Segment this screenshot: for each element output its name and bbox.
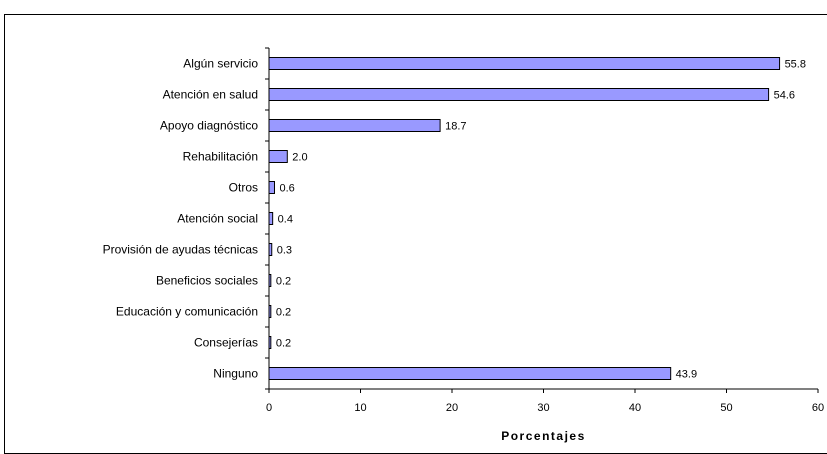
x-axis-title: Porcentajes — [501, 429, 586, 443]
data-label: 54.6 — [774, 90, 795, 102]
data-label: 0.6 — [279, 183, 294, 195]
bars — [268, 57, 781, 380]
category-label: Consejerías — [194, 336, 258, 350]
data-label: 0.2 — [276, 338, 291, 350]
bar — [268, 367, 672, 380]
data-label: 2.0 — [292, 152, 307, 164]
category-label: Algún servicio — [183, 57, 258, 71]
x-axis-ticks: 0 10 20 30 40 50 60 — [266, 389, 824, 414]
x-tick-label: 60 — [812, 402, 824, 414]
category-label: Apoyo diagnóstico — [160, 119, 258, 133]
bar — [268, 88, 770, 101]
x-tick-label: 10 — [354, 402, 366, 414]
data-label: 18.7 — [445, 121, 466, 133]
category-label: Beneficios sociales — [156, 274, 258, 288]
category-label: Atención en salud — [163, 88, 258, 102]
data-label: 0.3 — [277, 245, 292, 257]
bar-chart: Algún servicio Atención en salud Apoyo dia… — [103, 47, 824, 443]
y-axis-ticks — [265, 47, 269, 390]
chart-frame — [4, 14, 827, 454]
bar — [268, 150, 288, 163]
x-tick-label: 0 — [266, 402, 272, 414]
data-label: 0.4 — [278, 214, 293, 226]
category-label: Otros — [229, 181, 258, 195]
data-label: 0.2 — [276, 276, 291, 288]
x-tick-label: 20 — [446, 402, 458, 414]
category-label: Ninguno — [213, 367, 258, 381]
x-tick-label: 50 — [720, 402, 732, 414]
bar — [268, 212, 274, 225]
category-label: Provisión de ayudas técnicas — [103, 243, 258, 257]
data-label: 0.2 — [276, 307, 291, 319]
data-label: 55.8 — [785, 59, 806, 71]
data-label: 43.9 — [676, 369, 697, 381]
category-labels: Algún servicio Atención en salud Apoyo dia… — [103, 57, 259, 381]
x-tick-label: 40 — [629, 402, 641, 414]
category-label: Rehabilitación — [183, 150, 258, 164]
category-label: Educación y comunicación — [116, 305, 258, 319]
value-labels: 55.8 54.6 18.7 2.0 0.6 0.4 0.3 0.2 0.2 0.2 43.9 — [276, 59, 806, 381]
category-label: Atención social — [177, 212, 258, 226]
bar — [268, 181, 275, 194]
x-tick-label: 30 — [537, 402, 549, 414]
bar — [268, 57, 781, 70]
bar — [268, 119, 441, 132]
